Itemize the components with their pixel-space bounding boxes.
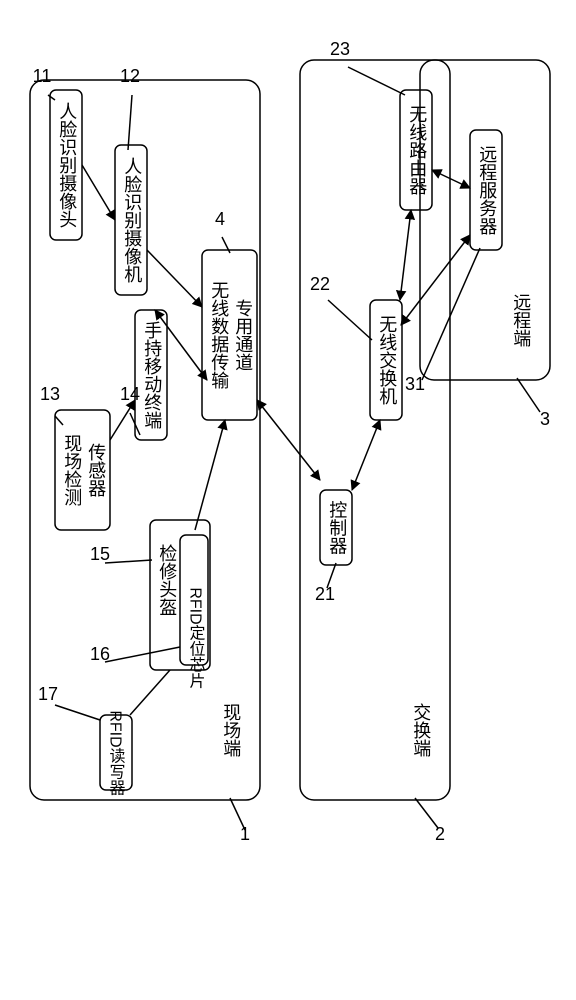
node-ref-n13: 13 [40,384,60,404]
ref-leader-31 [422,248,480,380]
region-label-remote: 远程端 [511,293,531,347]
ref-leader-22 [328,300,372,340]
ref-leader-11 [48,95,55,100]
ref-leader-17 [55,705,100,720]
edge-10 [130,670,170,715]
ref-leader-16 [105,647,180,662]
node-ref-n22: 22 [310,274,330,294]
edge-4 [195,420,225,530]
ref-leader-15 [105,560,152,563]
node-ref-n14: 14 [120,384,140,404]
node-label-n13-a: 现场检测 [62,434,82,507]
edge-2 [110,400,135,440]
edge-1 [147,250,202,307]
ref-leader-2 [415,798,438,828]
region-ref-field: 1 [240,824,250,844]
edge-6 [352,420,380,490]
node-label-n17: RFID读写器 [107,710,126,795]
node-label-n15: 检修头盔 [157,544,177,616]
region-label-exchange: 交换端 [411,703,431,757]
edge-5 [257,400,320,480]
node-ref-n15: 15 [90,544,110,564]
node-label-n14: 手持移动终端 [142,321,162,429]
ref-leader-23 [348,67,405,95]
ref-leader-3 [517,378,540,412]
ref-leader-12 [128,95,132,150]
diagram-canvas: 现场端1交换端2远程端3人脸识别摄像头11人脸识别摄像机12现场检测传感器13手… [0,0,576,1000]
node-ref-n23: 23 [330,39,350,59]
edge-0 [82,165,115,220]
node-label-n22: 无线交换机 [377,315,397,405]
region-ref-remote: 3 [540,409,550,429]
node-ref-n17: 17 [38,684,58,704]
edge-9 [401,235,470,325]
node-label-n31: 远程服务器 [477,145,497,235]
node-ref-n12: 12 [120,66,140,86]
ref-leader-13 [55,416,63,425]
node-ref-n11: 11 [33,66,52,86]
node-label-n4-a: 无线数据传输 [209,281,229,390]
node-ref-n21: 21 [315,584,335,604]
region-exchange [300,60,450,800]
node-label-n4-b: 专用通道 [233,299,253,371]
node-label-n13-b: 传感器 [86,443,106,497]
node-label-n11: 人脸识别摄像头 [57,102,77,228]
region-label-field: 现场端 [221,703,241,757]
edge-8 [432,170,470,188]
node-label-n12: 人脸识别摄像机 [122,157,142,283]
edge-3 [155,310,207,380]
ref-leader-1 [230,798,245,830]
node-ref-n4: 4 [215,209,225,229]
edge-7 [400,210,411,300]
node-ref-n31: 31 [405,374,425,394]
node-label-n16: RFID定位芯片 [187,587,206,688]
node-label-n21: 控制器 [327,500,347,554]
node-label-n23: 无线路由器 [407,105,427,195]
